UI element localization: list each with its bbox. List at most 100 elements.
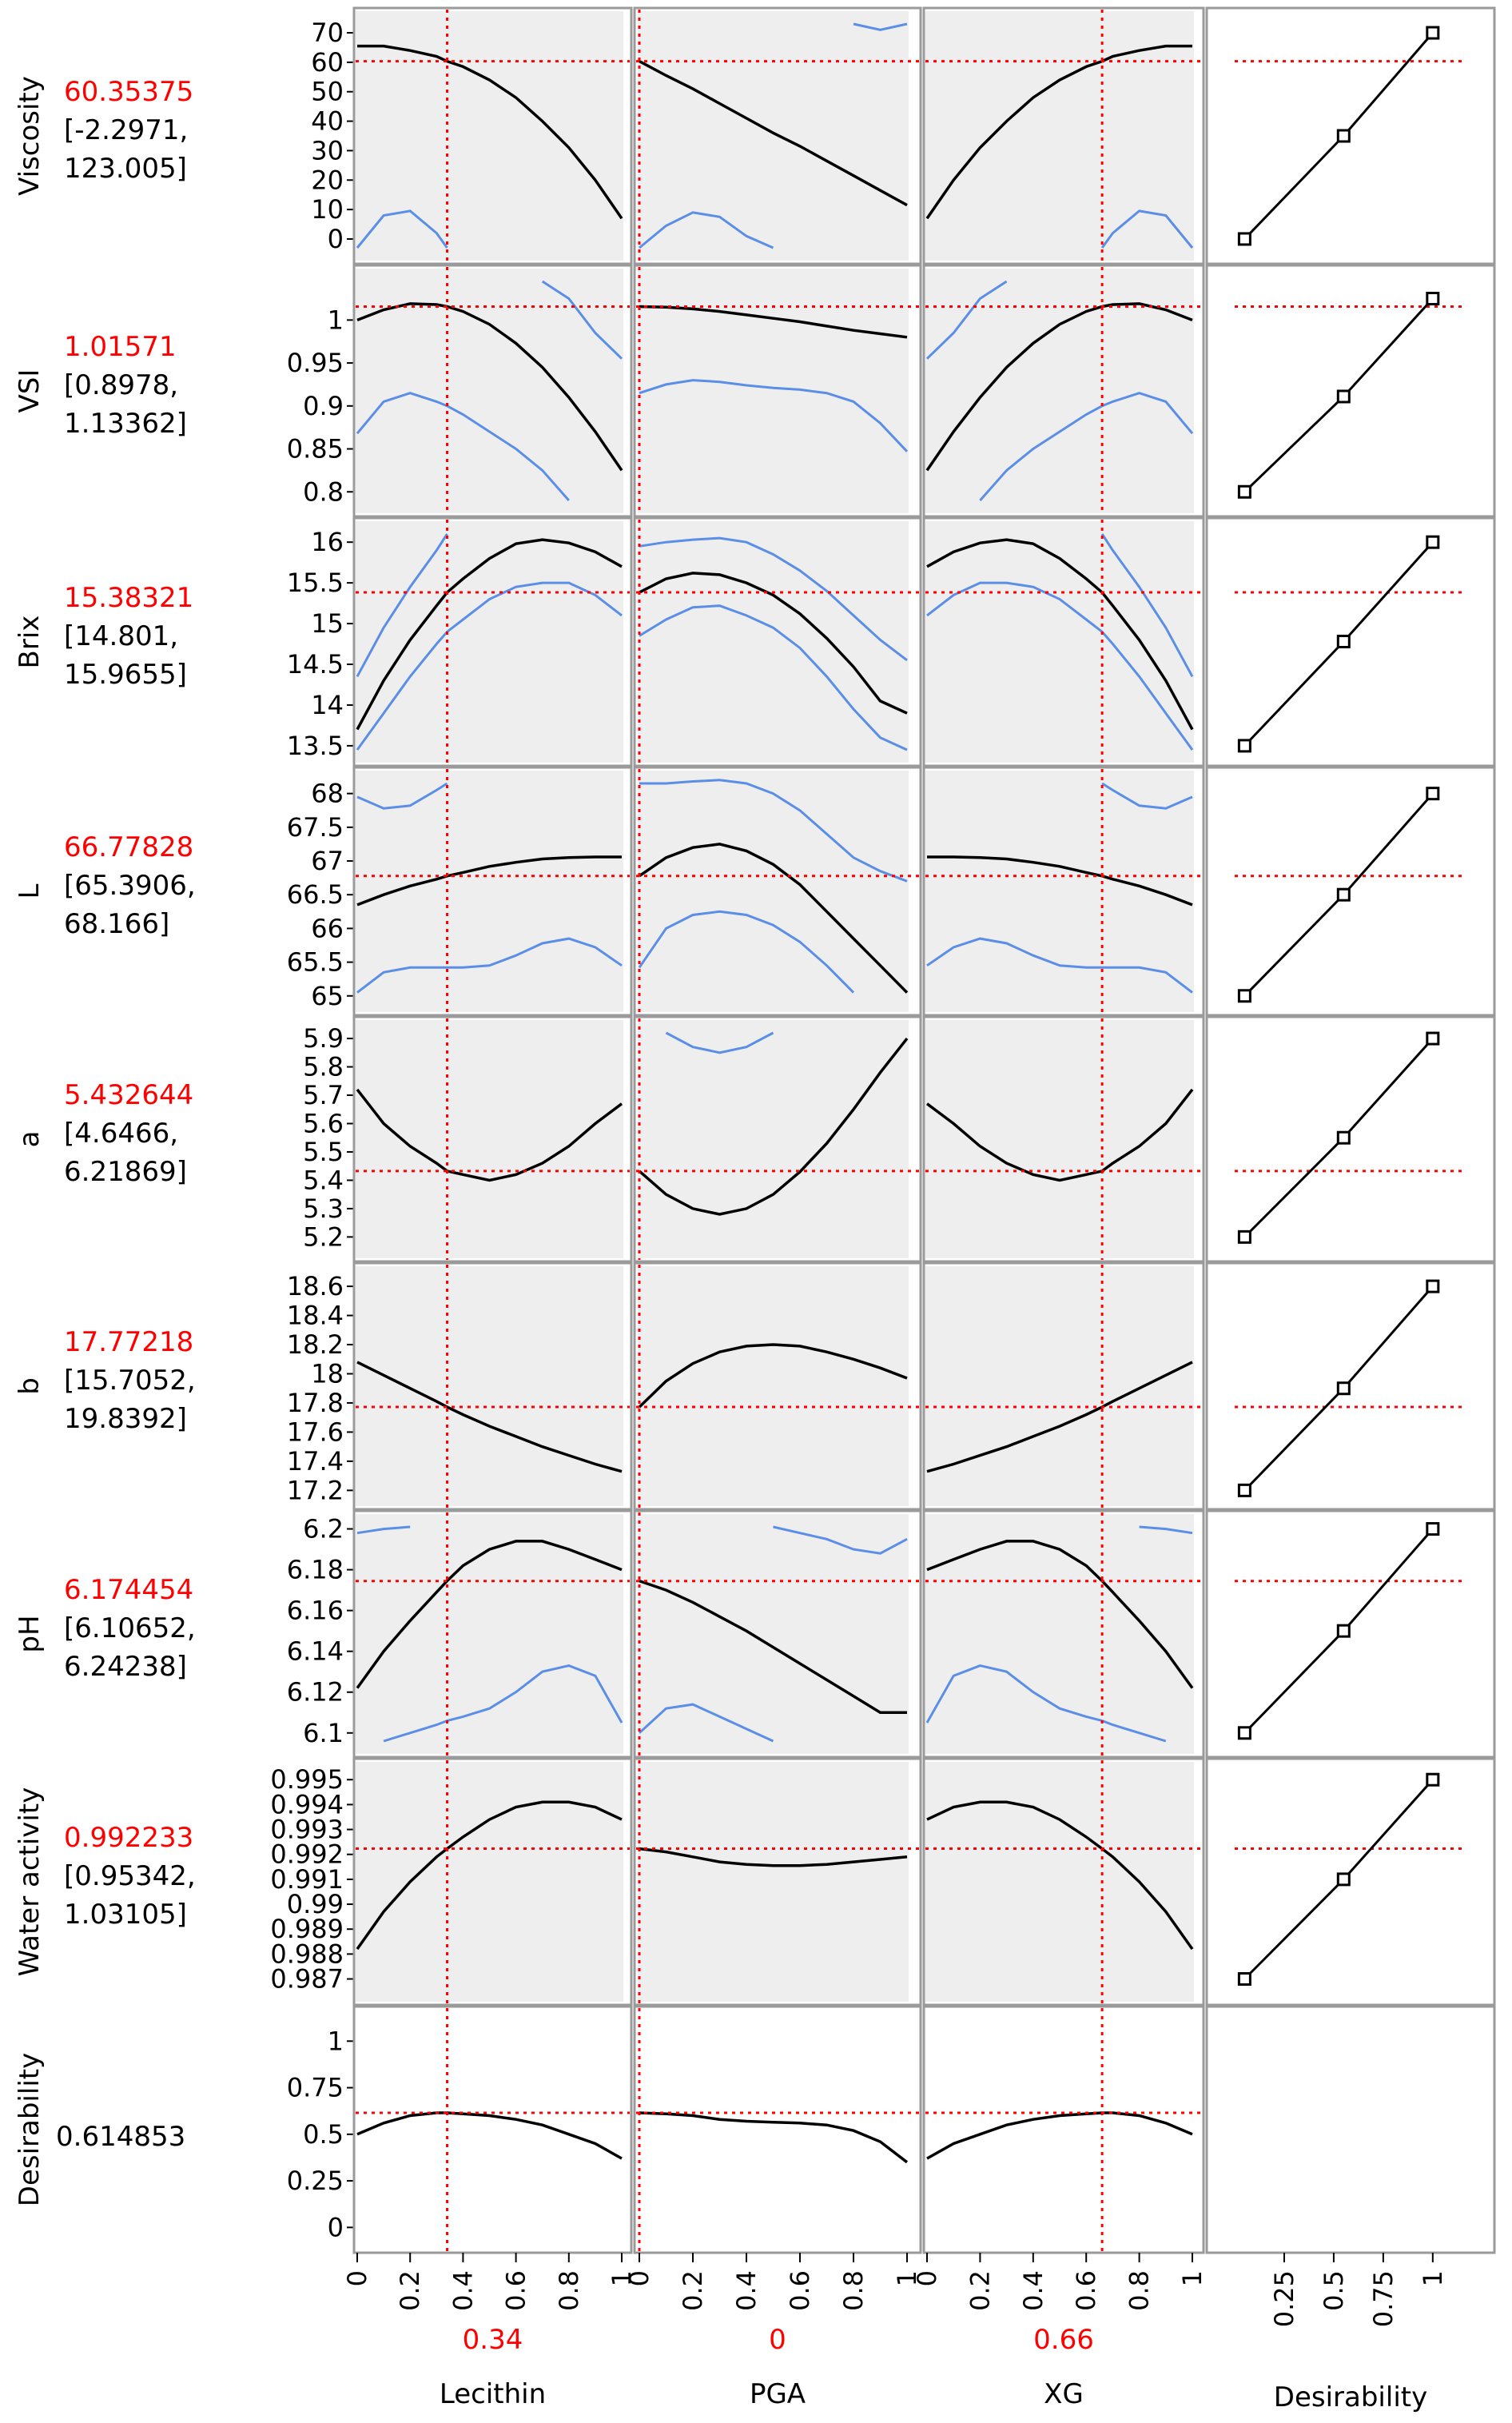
desirability-handle[interactable]	[1426, 1031, 1440, 1046]
desirability-handle[interactable]	[1336, 129, 1351, 143]
desirability-handle[interactable]	[1426, 26, 1440, 40]
response-ci-high: 1.03105]	[64, 1899, 187, 1931]
prediction-line	[926, 2111, 1193, 2160]
y-tick-label: 0	[328, 2212, 344, 2242]
y-tick-label: 60	[311, 47, 344, 78]
prediction-line	[926, 538, 1194, 731]
desirability-handle[interactable]	[1426, 787, 1440, 801]
y-tick-label: 18	[311, 1359, 344, 1389]
panel-content	[925, 1760, 1202, 2003]
factor-name: XG	[1044, 2378, 1084, 2410]
y-tick-label: 14	[311, 690, 344, 720]
response-row-desirability: Desirability 0.614853 0 0.25 0.5 0.75 1	[14, 2005, 1496, 2254]
panel-shade	[925, 1762, 1194, 2002]
response-predicted-value: 0.614853	[56, 2121, 185, 2153]
profile-panel-pga	[633, 516, 922, 767]
x-tick-label: 0.2	[395, 2270, 425, 2311]
x-axis-lecithin: 0 0.2 0.4 0.6 0.8 1 0.34 Lecithin	[342, 2253, 637, 2410]
desirability-handle[interactable]	[1336, 1130, 1351, 1145]
y-tick-label: 1	[328, 305, 344, 335]
y-axis: 0 0.25 0.5 0.75 1	[287, 2026, 354, 2242]
panel-content	[356, 1512, 630, 1755]
desirability-handle[interactable]	[1426, 535, 1440, 549]
panel-frame	[1205, 1757, 1496, 2007]
factor-current-value: 0.34	[463, 2324, 523, 2356]
desirability-handle[interactable]	[1336, 389, 1351, 404]
prediction-line	[927, 855, 1193, 907]
response-row-water-activity: Water activity 0.992233 [0.95342, 1.03105] 0…	[14, 1757, 1496, 2007]
factor-current-value: 0.66	[1033, 2324, 1094, 2356]
profile-panel-pga	[633, 766, 922, 1017]
panel-shade	[925, 1020, 1194, 1258]
ci-lower-line	[979, 392, 1194, 501]
ci-lower-line	[926, 937, 1193, 994]
panel-content	[356, 2008, 630, 2251]
desirability-handle[interactable]	[1426, 291, 1440, 305]
ci-lower-line	[638, 910, 855, 994]
response-ci-low: [65.3906,	[64, 870, 196, 902]
desirability-handle[interactable]	[1336, 634, 1351, 648]
desirability-handle[interactable]	[1336, 887, 1351, 902]
profile-panel-lecithin	[352, 1509, 633, 1759]
response-ci-high: 1.13362]	[64, 408, 187, 440]
desirability-handle[interactable]	[1426, 1772, 1440, 1787]
x-tick-label: 0.8	[554, 2270, 584, 2311]
y-tick-label: 0.988	[270, 1939, 344, 1969]
desirability-handle[interactable]	[1426, 1522, 1440, 1536]
x-axis-xg: 0 0.2 0.4 0.6 0.8 1 0.66 XG	[912, 2253, 1208, 2410]
x-tick-label: 0.4	[731, 2270, 762, 2311]
ci-upper-line	[541, 280, 623, 360]
y-axis: 13.5 14 14.5 15 15.5 16	[287, 527, 354, 761]
desirability-handle[interactable]	[1237, 1483, 1251, 1497]
prediction-line	[639, 1579, 907, 1715]
ci-lower-line	[1100, 209, 1194, 249]
y-tick-label: 5.2	[303, 1221, 344, 1252]
y-tick-label: 50	[311, 77, 344, 107]
desirability-panel	[1205, 1015, 1496, 1263]
panel-frame	[1205, 1015, 1496, 1263]
desirability-handle[interactable]	[1426, 1279, 1440, 1293]
prediction-line	[356, 1800, 623, 1951]
panel-shade	[638, 1266, 909, 1506]
y-tick-label: 5.9	[303, 1023, 344, 1054]
panel-content	[925, 1512, 1202, 1755]
desirability-handle[interactable]	[1237, 1726, 1251, 1740]
response-predicted-value: 17.77218	[64, 1326, 193, 1358]
ci-lower-line	[638, 1703, 774, 1743]
desirability-handle[interactable]	[1237, 232, 1251, 246]
panel-frame	[352, 1757, 633, 2007]
panel-content	[925, 1018, 1202, 1260]
desirability-handle[interactable]	[1336, 1381, 1351, 1396]
desirability-handle[interactable]	[1336, 1624, 1351, 1638]
response-row-viscosity: Viscosity 60.35375 [-2.2971, 123.005] 010203…	[14, 6, 1496, 265]
y-tick-label: 6.1	[303, 1718, 344, 1748]
ci-lower-line	[639, 604, 908, 751]
ci-lower-line	[925, 1664, 1167, 1743]
desirability-handle[interactable]	[1336, 1872, 1351, 1887]
desirability-panel	[1205, 6, 1496, 265]
ci-upper-line	[853, 22, 908, 31]
factor-name: PGA	[750, 2378, 806, 2410]
y-tick-label: 0.991	[270, 1864, 344, 1895]
desirability-handle[interactable]	[1237, 739, 1251, 753]
response-row-brix: Brix 15.38321 [14.801, 15.9655] 13.5 14 14.5 15…	[14, 516, 1496, 767]
panel-content	[636, 1512, 919, 1755]
y-tick-label: 0.994	[270, 1789, 344, 1819]
y-tick-label: 20	[311, 165, 344, 195]
factor-name: Lecithin	[440, 2378, 546, 2410]
desirability-handle[interactable]	[1237, 484, 1251, 499]
panel-content	[636, 1760, 919, 2003]
panel-shade	[356, 521, 623, 763]
ci-lower-line	[639, 211, 774, 249]
y-tick-label: 5.4	[303, 1165, 344, 1195]
y-tick-label: 14.5	[287, 649, 344, 679]
panel-shade	[925, 521, 1194, 763]
profile-panel-pga	[633, 6, 922, 265]
desirability-handle[interactable]	[1237, 1972, 1251, 1987]
desirability-handle[interactable]	[1237, 989, 1251, 1003]
y-tick-label: 40	[311, 106, 344, 137]
prediction-line	[356, 1361, 623, 1473]
desirability-handle[interactable]	[1237, 1229, 1251, 1244]
y-tick-label: 6.16	[287, 1596, 344, 1626]
factor-current-value: 0	[769, 2324, 786, 2356]
